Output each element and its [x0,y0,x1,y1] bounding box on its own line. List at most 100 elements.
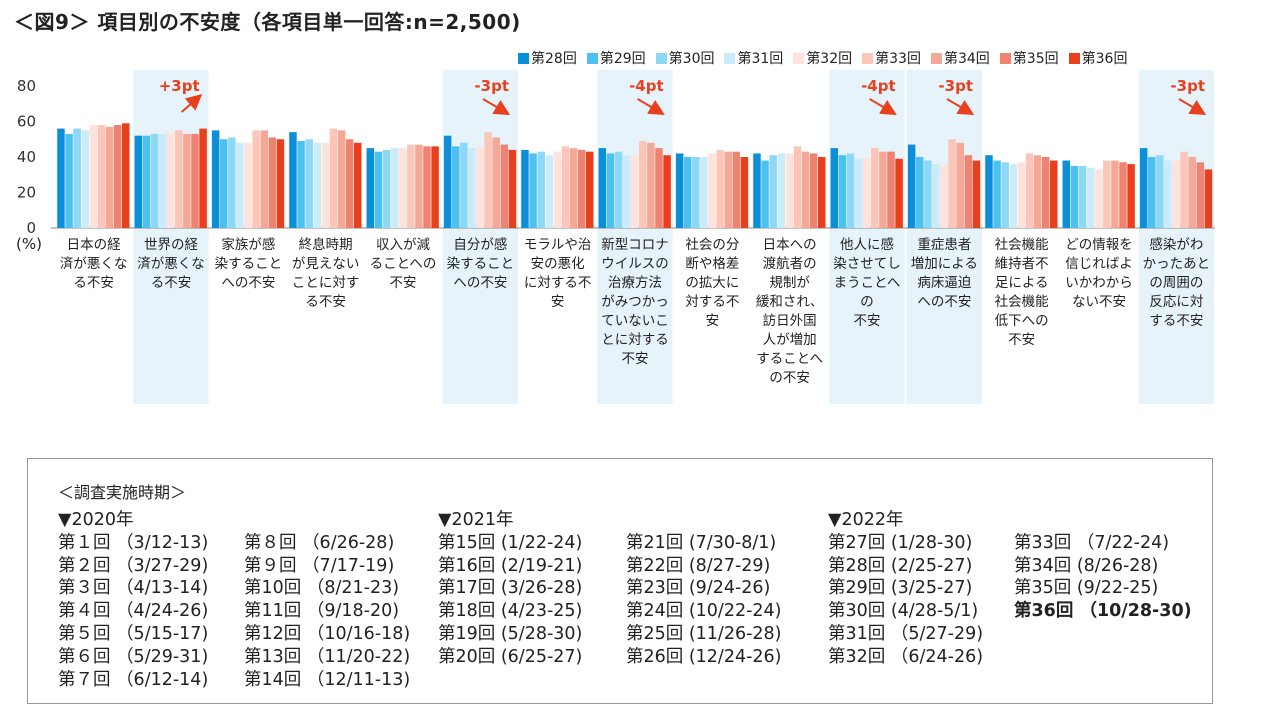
bar [895,158,903,228]
bar [553,151,562,228]
bar [985,155,993,228]
x-category-label: どの情報を 信じればよ いかわから ない不安 [1065,237,1133,310]
bar [854,158,863,228]
bar [1062,160,1071,228]
bar [382,149,391,228]
bar [830,148,839,228]
legend-swatch [862,52,874,64]
schedule-entry: 第19回 (5/28-30) [438,623,583,644]
bar [260,130,268,228]
legend-swatch [999,52,1011,64]
schedule-entry: 第22回 (8/27-29) [626,555,771,576]
x-category-label: 自分が感 染すること への不安 [446,237,515,291]
schedule-entry: 第24回 (10/22-24) [626,601,782,622]
survey-schedule-box: ＜調査実施時期＞ ▼2020年 第１回 （3/12-13) 第２回 （3/27-29… [27,458,1213,704]
bar [407,144,415,228]
legend-item: 第30回 [655,48,714,68]
bar [268,137,277,228]
bar [639,141,647,228]
bar [374,151,383,228]
y-tick-label: 80 [17,77,36,95]
legend: 第28回 第29回 第30回 第31回 第32回 第33回 第34回 第35回 第36回 [518,48,1127,68]
bar [732,151,741,228]
legend-label: 第34回 [943,51,990,67]
y-tick-label: 60 [17,113,36,131]
x-category-label: 日本の経 済が悪くな る不安 [59,237,128,291]
bar [964,155,973,228]
bar [500,144,509,228]
schedule-column: 第33回 （7/22-24) 第34回 (8/26-28) 第35回 (9/22-2… [1014,509,1192,623]
legend-label: 第36回 [1081,51,1128,67]
schedule-entry: 第33回 （7/22-24) [1014,532,1170,553]
bar [89,125,98,228]
x-category-label: モラルや治 安の悪化 に対する不 安 [523,237,592,310]
bar [818,157,826,228]
bar [1078,165,1087,228]
bar [366,148,375,228]
bar [907,144,916,228]
legend-swatch [1068,52,1080,64]
legend-swatch [655,52,667,64]
legend-item: 第28回 [518,48,577,68]
bar [289,132,297,228]
bar [801,151,810,228]
bar [769,155,777,228]
bar [57,128,65,228]
legend-label: 第31回 [737,51,784,67]
bar [1025,153,1034,228]
bar [862,158,871,228]
bar [1009,164,1018,228]
bar [1111,160,1119,228]
bar [451,146,460,228]
bar [337,130,346,228]
schedule-entry: 第３回 （4/13-14) [58,578,209,599]
change-annotation: -3pt [938,77,973,95]
bar [1086,167,1095,228]
bar [508,149,517,228]
bar [1127,164,1135,228]
change-annotation: +3pt [159,77,200,95]
bar [73,128,81,228]
schedule-entry: 第36回 （10/28-30) [1014,601,1192,622]
bar [1033,155,1042,228]
bar [692,157,700,228]
bar [708,153,716,228]
bar [793,146,802,228]
highlight-band [906,70,982,404]
bar [924,160,932,228]
bar [183,133,191,228]
schedule-entry: 第29回 (3/25-27) [828,578,973,599]
bar [630,155,639,228]
bar [1156,155,1164,228]
x-category-label: 新型コロナ ウイルスの 治療方法 がみつかっ ていないこ とに対する 不安 [601,237,669,367]
change-annotation: -4pt [861,77,896,95]
bar [569,148,578,228]
change-arrow [1178,98,1207,116]
bar-chart: 0 20 40 60 80 +3pt -3pt -4pt -4pt -3pt -3pt [17,70,1215,404]
bar [199,128,207,228]
bar [97,125,106,228]
legend-label: 第29回 [599,51,646,67]
schedule-entry: 第15回 (1/22-24) [438,532,583,553]
x-category-label: 終息時期 が見えない ことに対す る不安 [291,237,360,310]
bar [932,164,940,228]
bar [1070,165,1079,228]
schedule-column: 第21回 (7/30-8/1) 第22回 (8/27-29) 第23回 (9/24-… [626,509,782,669]
schedule-year: ▼2020年 [58,510,134,530]
schedule-entry: 第１回 （3/12-13) [58,532,209,553]
legend-swatch [724,52,736,64]
legend-swatch [586,52,598,64]
bar [236,142,244,228]
schedule-entry: 第18回 (4/23-25) [438,601,583,622]
bar [398,148,407,228]
bar [1180,151,1188,228]
bar [675,153,684,228]
bar [460,142,468,228]
bar [614,151,623,228]
bar [537,151,545,228]
schedule-entry: 第28回 (2/25-27) [828,555,973,576]
bar [166,132,175,228]
schedule-entry: 第12回 （10/16-18) [244,623,411,644]
schedule-entry: 第６回 （5/29-31) [58,646,209,667]
schedule-entry: 第13回 （11/20-22) [244,646,411,667]
